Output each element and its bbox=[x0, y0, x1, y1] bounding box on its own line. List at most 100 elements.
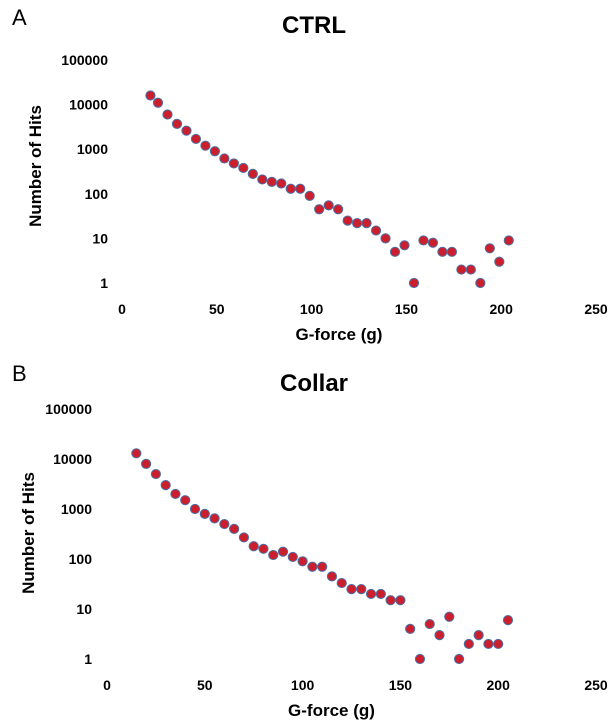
collar-x-axis-label: G-force (g) bbox=[288, 701, 375, 720]
collar-x-tick-label: 150 bbox=[389, 677, 413, 693]
collar-data-point bbox=[277, 546, 289, 557]
ctrl-data-point bbox=[475, 277, 486, 289]
ctrl-panel-label: A bbox=[12, 5, 27, 30]
ctrl-data-point bbox=[342, 215, 353, 226]
collar-chart-title: Collar bbox=[280, 370, 348, 397]
collar-x-tick-label: 100 bbox=[291, 677, 315, 693]
collar-data-point bbox=[248, 541, 259, 552]
ctrl-y-tick-label: 100 bbox=[85, 186, 109, 202]
collar-data-point bbox=[385, 595, 396, 606]
ctrl-y-tick-label: 10 bbox=[92, 230, 108, 246]
ctrl-data-point bbox=[295, 183, 306, 194]
collar-data-point bbox=[189, 503, 201, 515]
ctrl-x-tick-label: 200 bbox=[490, 301, 514, 317]
ctrl-x-tick-label: 250 bbox=[584, 301, 608, 317]
collar-data-point bbox=[424, 618, 435, 630]
ctrl-data-point bbox=[465, 264, 476, 275]
ctrl-data-point bbox=[427, 237, 439, 248]
ctrl-data-point bbox=[181, 125, 192, 136]
collar-data-point bbox=[268, 549, 279, 561]
collar-x-tick-label: 200 bbox=[487, 677, 511, 693]
ctrl-x-tick-label: 150 bbox=[395, 301, 419, 317]
ctrl-data-point bbox=[503, 235, 514, 246]
ctrl-y-tick-label: 1 bbox=[100, 275, 108, 291]
ctrl-x-axis-label: G-force (g) bbox=[296, 325, 383, 344]
collar-data-point bbox=[326, 571, 338, 582]
collar-data-point bbox=[297, 556, 308, 567]
ctrl-data-point bbox=[228, 158, 239, 169]
ctrl-data-point bbox=[418, 235, 429, 246]
ctrl-data-point bbox=[247, 168, 258, 179]
ctrl-data-point bbox=[285, 183, 296, 194]
ctrl-chart-title: CTRL bbox=[282, 12, 346, 39]
collar-data-point bbox=[131, 448, 142, 459]
ctrl-data-point bbox=[370, 225, 382, 236]
collar-data-point bbox=[473, 630, 484, 641]
ctrl-data-point bbox=[190, 133, 202, 145]
ctrl-x-tick-label: 50 bbox=[209, 301, 225, 317]
ctrl-data-point bbox=[361, 218, 372, 229]
collar-data-point bbox=[356, 584, 367, 595]
collar-data-point bbox=[434, 630, 445, 641]
ctrl-data-point bbox=[494, 256, 505, 267]
collar-y-tick-label: 10 bbox=[76, 601, 92, 617]
collar-data-point bbox=[229, 523, 240, 534]
collar-data-point bbox=[160, 480, 171, 491]
collar-data-point bbox=[258, 543, 269, 554]
collar-data-point bbox=[287, 551, 298, 563]
ctrl-data-point bbox=[314, 204, 325, 215]
collar-x-tick-label: 50 bbox=[197, 677, 213, 693]
collar-x-tick-label: 250 bbox=[584, 677, 608, 693]
ctrl-data-point bbox=[162, 109, 173, 120]
collar-data-point bbox=[238, 532, 250, 543]
ctrl-data-point bbox=[352, 218, 363, 229]
collar-data-point bbox=[307, 561, 318, 572]
collar-data-point bbox=[483, 638, 494, 650]
ctrl-data-point bbox=[200, 140, 211, 151]
collar-x-tick-label: 0 bbox=[103, 677, 111, 693]
collar-data-point bbox=[444, 611, 455, 622]
ctrl-data-point bbox=[446, 246, 458, 257]
ctrl-data-point bbox=[238, 162, 249, 174]
ctrl-data-point bbox=[484, 243, 495, 254]
ctrl-data-point bbox=[171, 118, 183, 129]
collar-data-point bbox=[375, 588, 386, 600]
collar-panel-label: B bbox=[12, 361, 27, 386]
collar-y-tick-label: 100000 bbox=[45, 401, 92, 417]
ctrl-x-tick-label: 0 bbox=[118, 301, 126, 317]
collar-data-point bbox=[365, 588, 377, 600]
collar-data-point bbox=[180, 495, 191, 506]
collar-data-point bbox=[463, 638, 474, 650]
ctrl-data-point bbox=[380, 233, 391, 244]
ctrl-data-point bbox=[456, 264, 467, 275]
ctrl-data-point bbox=[437, 246, 448, 257]
ctrl-data-point bbox=[399, 240, 410, 251]
collar-data-point bbox=[209, 513, 220, 524]
ctrl-y-axis-label: Number of Hits bbox=[26, 105, 45, 227]
ctrl-data-point bbox=[257, 174, 268, 185]
collar-data-point bbox=[150, 468, 161, 480]
ctrl-data-point bbox=[323, 200, 334, 211]
ctrl-data-point bbox=[389, 246, 401, 257]
ctrl-data-point bbox=[152, 97, 164, 108]
collar-y-tick-label: 100 bbox=[69, 551, 93, 567]
ctrl-data-point bbox=[209, 146, 221, 157]
ctrl-data-point bbox=[408, 277, 420, 289]
collar-data-point bbox=[493, 638, 504, 650]
ctrl-y-tick-label: 100000 bbox=[61, 52, 108, 68]
ctrl-data-point bbox=[304, 190, 315, 201]
collar-data-point bbox=[219, 518, 230, 530]
collar-data-point bbox=[317, 561, 328, 572]
ctrl-x-tick-label: 100 bbox=[300, 301, 324, 317]
collar-data-point bbox=[336, 577, 347, 589]
collar-data-point bbox=[141, 458, 152, 469]
collar-y-tick-label: 1000 bbox=[61, 501, 92, 517]
collar-data-point bbox=[170, 488, 181, 500]
ctrl-data-point bbox=[145, 90, 156, 101]
collar-y-axis-label: Number of Hits bbox=[19, 472, 38, 594]
ctrl-data-point bbox=[276, 178, 287, 189]
ctrl-y-tick-label: 10000 bbox=[69, 97, 108, 113]
collar-data-point bbox=[405, 623, 416, 634]
collar-y-tick-label: 1 bbox=[84, 651, 92, 667]
